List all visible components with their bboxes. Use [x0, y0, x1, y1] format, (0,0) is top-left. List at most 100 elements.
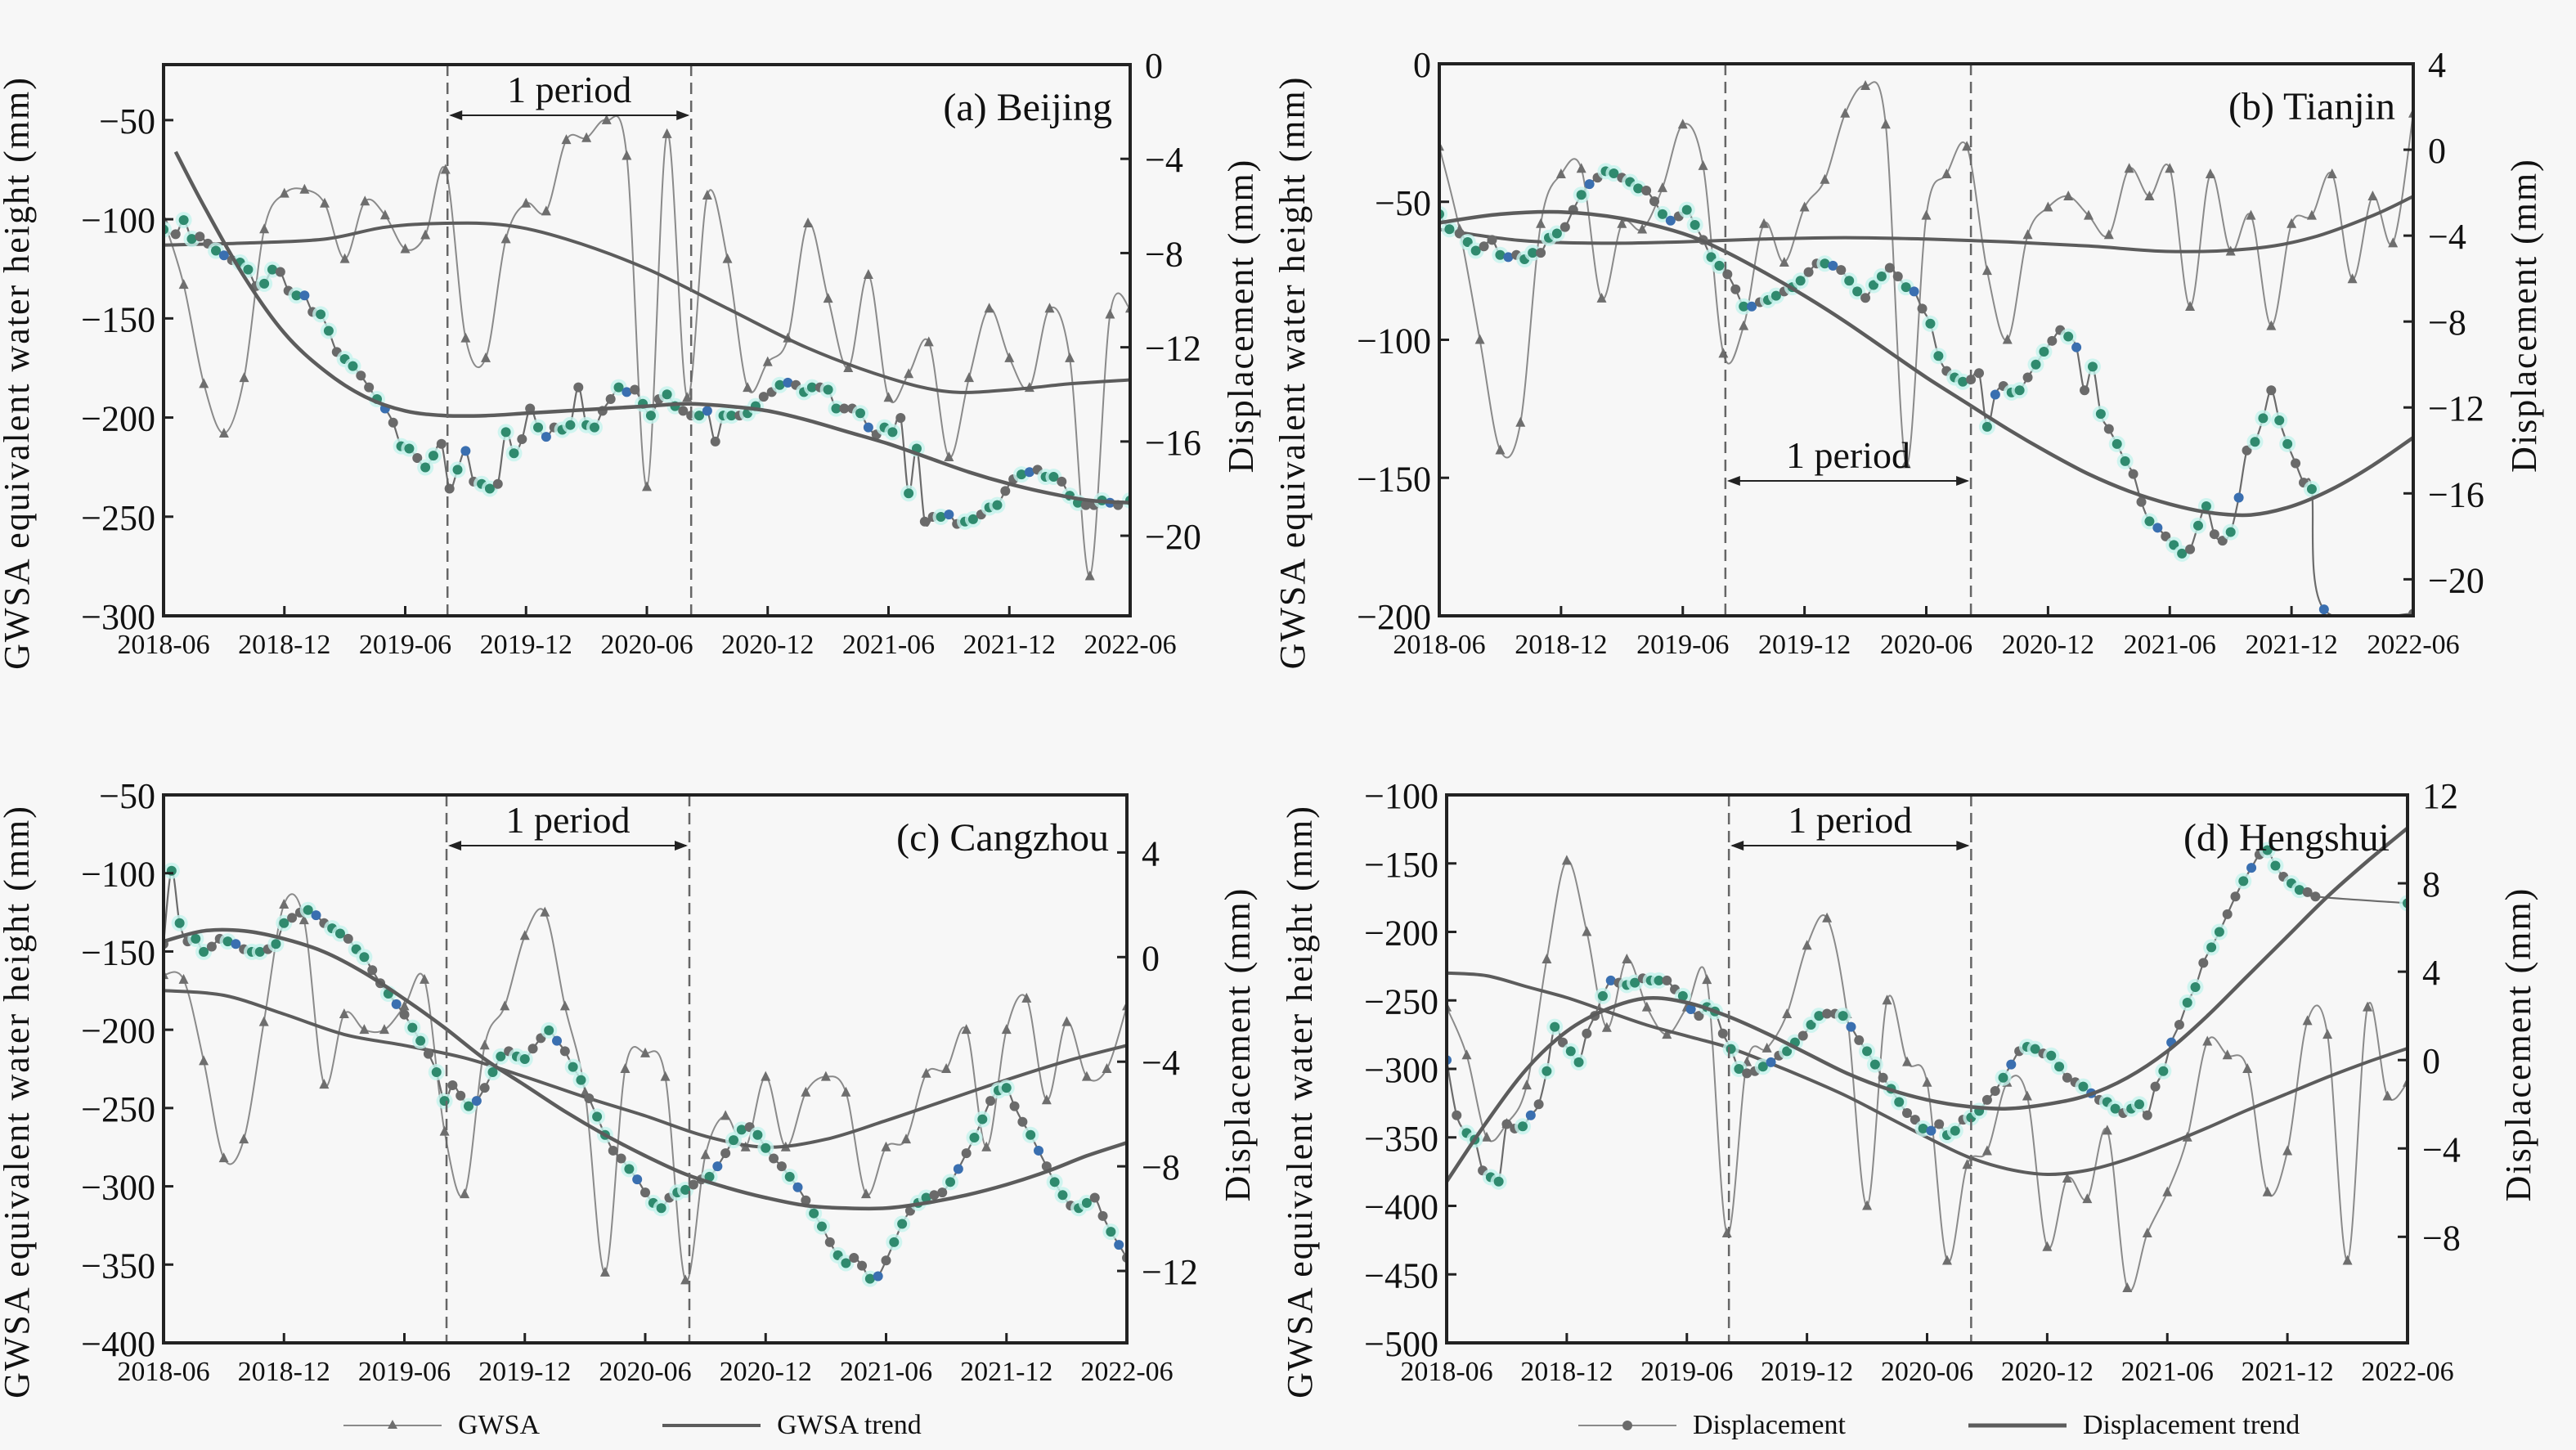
- displacement-point: [1806, 1019, 1816, 1030]
- displacement-point: [2182, 997, 2192, 1008]
- y-tick-label: −200: [1357, 597, 1431, 637]
- displacement-point: [1657, 209, 1667, 219]
- gwsa-point: [2022, 229, 2033, 240]
- gwsa-point: [339, 253, 350, 263]
- displacement-point: [1770, 290, 1781, 301]
- displacement-point: [1782, 1046, 1793, 1057]
- displacement-point: [2250, 437, 2260, 447]
- displacement-point: [1114, 1240, 1124, 1250]
- displacement-point: [1057, 1190, 1068, 1201]
- gwsa-point: [521, 197, 532, 208]
- displacement-point: [444, 483, 455, 494]
- gwsa-point: [2363, 1001, 2373, 1012]
- displacement-point: [2270, 860, 2281, 871]
- displacement-point: [1493, 1176, 1504, 1187]
- displacement-point: [1926, 1125, 1936, 1136]
- period-arrow-left-icon: [448, 841, 462, 851]
- y-tick-label: −350: [81, 1246, 155, 1286]
- displacement-point: [1685, 1004, 1696, 1015]
- displacement-point: [1852, 286, 1863, 297]
- gwsa-point: [1044, 303, 1055, 313]
- displacement-point: [2158, 1066, 2169, 1076]
- displacement-point: [1958, 376, 1968, 387]
- gwsa-point: [1461, 1049, 1472, 1060]
- gwsa-point: [2103, 229, 2114, 240]
- gwsa-point: [519, 930, 530, 940]
- displacement-point: [2294, 885, 2304, 896]
- displacement-point: [2095, 409, 2106, 420]
- legend-item-displacement-trend: Displacement trend: [1968, 1410, 2300, 1441]
- gwsa-point: [2388, 237, 2399, 248]
- y2-tick-label: −8: [2428, 303, 2466, 343]
- gwsa-point: [904, 368, 914, 379]
- displacement-point: [533, 422, 544, 433]
- displacement-point: [2306, 484, 2317, 495]
- displacement-point: [937, 1187, 948, 1198]
- gwsa-point: [2142, 1228, 2152, 1237]
- displacement-point: [436, 438, 447, 449]
- displacement-point: [527, 1044, 538, 1054]
- gwsa-point: [481, 352, 491, 362]
- displacement-point: [2222, 909, 2233, 919]
- displacement-point: [1742, 1068, 1752, 1079]
- y2-tick-label: 4: [1142, 833, 1160, 873]
- gwsa-point: [1862, 1200, 1873, 1210]
- gwsa-point: [883, 392, 894, 402]
- displacement-point: [1665, 215, 1676, 226]
- displacement-point: [525, 403, 536, 414]
- plot-area: [164, 862, 1127, 1287]
- displacement-point: [1766, 1057, 1776, 1067]
- panel-c: 1 period (c) Cangzhou 2018-06 2018-12 2019-0…: [0, 776, 1258, 1398]
- displacement-point: [1828, 260, 1838, 271]
- gwsa-point: [2062, 1173, 2072, 1183]
- legend-label-displacement: Displacement: [1693, 1410, 1846, 1440]
- panel-a: 1 period (a) Beijing 2018-06 2018-12 2019-06…: [0, 46, 1261, 670]
- displacement-trend-line: [1447, 826, 2408, 1183]
- displacement-point: [758, 392, 769, 402]
- displacement-point: [2185, 544, 2196, 554]
- gwsa-point: [199, 1055, 209, 1066]
- displacement-point: [921, 1192, 931, 1203]
- displacement-point: [541, 432, 551, 442]
- displacement-point: [967, 514, 978, 524]
- gwsa-point: [1962, 1159, 1972, 1169]
- displacement-point: [2144, 516, 2155, 527]
- displacement-point: [1542, 1066, 1552, 1076]
- displacement-point: [2063, 331, 2074, 342]
- displacement-point: [2150, 1081, 2161, 1092]
- displacement-point: [608, 1145, 618, 1156]
- displacement-point: [1739, 301, 1749, 312]
- displacement-point: [1860, 293, 1871, 303]
- displacement-point: [1487, 235, 1497, 245]
- x-tick-label: 2019-12: [1758, 630, 1851, 660]
- displacement-point: [439, 1096, 450, 1107]
- displacement-point: [881, 1255, 891, 1266]
- gwsa-point: [500, 233, 511, 244]
- displacement-point: [195, 231, 205, 242]
- gwsa-point: [1004, 352, 1015, 362]
- period-arrow-left-icon: [1730, 841, 1744, 851]
- displacement-point: [407, 1022, 418, 1033]
- gwsa-point: [1481, 1131, 1492, 1142]
- displacement-point: [364, 382, 375, 393]
- displacement-point: [904, 488, 914, 499]
- displacement-point: [1662, 975, 1672, 985]
- displacement-point: [479, 1083, 490, 1093]
- displacement-point: [334, 928, 345, 939]
- y2-tick-label: 0: [2428, 131, 2446, 171]
- displacement-point: [1009, 1101, 1020, 1111]
- displacement-point: [559, 1046, 570, 1057]
- y-tick-label: −250: [81, 1089, 155, 1129]
- gwsa-point: [339, 1008, 349, 1018]
- period-label: 1 period: [1788, 799, 1912, 841]
- displacement-point: [897, 1219, 908, 1229]
- displacement-point: [287, 913, 298, 923]
- displacement-point: [348, 361, 358, 371]
- displacement-point: [471, 1096, 482, 1107]
- gwsa-trend-line: [1439, 195, 2413, 254]
- displacement-point: [919, 516, 930, 527]
- x-tick-label: 2022-06: [2367, 630, 2459, 660]
- y-tick-label: −100: [1357, 321, 1431, 361]
- x-tick-label: 2019-06: [1636, 630, 1729, 660]
- y2-tick-label: −16: [1145, 423, 1201, 463]
